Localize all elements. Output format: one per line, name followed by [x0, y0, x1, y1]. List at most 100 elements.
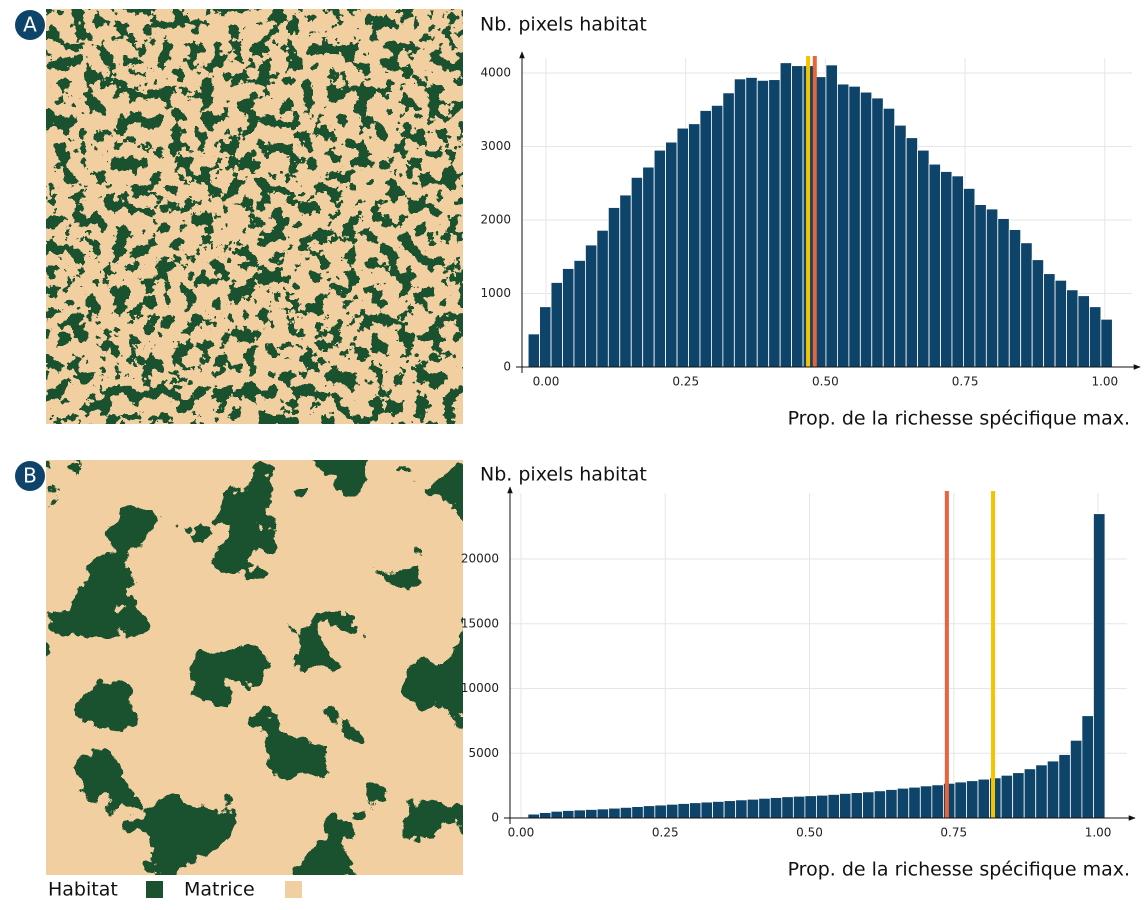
bar — [630, 176, 644, 368]
bar — [758, 797, 771, 819]
bar — [871, 97, 884, 368]
x-axis-title: Prop. de la richesse spécifique max. — [788, 408, 1130, 430]
bar — [781, 796, 794, 819]
legend-label: Matrice — [184, 879, 255, 901]
y-axis-title: Nb. pixels habitat — [480, 464, 647, 486]
bar — [1046, 760, 1060, 819]
bar — [977, 778, 990, 819]
bar — [689, 802, 702, 819]
bar — [700, 801, 713, 819]
panel-badge — [15, 10, 45, 40]
bar — [1069, 739, 1083, 819]
panel-badge — [15, 461, 45, 491]
panel-label: A — [23, 13, 37, 37]
bar — [768, 79, 781, 368]
bar — [585, 244, 598, 368]
bar — [745, 77, 758, 368]
bar — [985, 208, 999, 368]
bar — [653, 149, 667, 368]
bar — [550, 282, 563, 368]
bar — [619, 194, 632, 368]
bar — [1012, 772, 1025, 819]
bar — [931, 784, 944, 819]
bar — [665, 803, 679, 819]
bar — [550, 810, 563, 819]
bar — [712, 801, 725, 819]
bar — [585, 809, 598, 819]
x-tick-label: 0.25 — [652, 826, 679, 840]
bar — [723, 800, 737, 819]
bar — [804, 795, 817, 819]
bar — [966, 780, 979, 819]
x-tick-label: 1.00 — [1085, 826, 1112, 840]
x-axis-title: Prop. de la richesse spécifique max. — [788, 859, 1130, 881]
y-tick-label: 20000 — [461, 552, 499, 566]
bar — [573, 260, 586, 368]
map-b — [46, 460, 463, 875]
bar — [908, 786, 921, 819]
y-tick-label: 3000 — [480, 139, 511, 153]
bar — [527, 813, 540, 819]
bar — [859, 91, 873, 368]
bar — [1077, 295, 1090, 368]
bar — [1066, 289, 1079, 368]
legend-swatch — [285, 881, 302, 898]
bar — [642, 805, 656, 819]
bar — [607, 207, 621, 368]
bar — [963, 188, 976, 368]
bar — [642, 166, 655, 368]
bar — [825, 64, 838, 368]
bar — [711, 104, 724, 368]
bar — [1008, 229, 1022, 368]
map-habitat — [46, 9, 463, 424]
bar — [596, 229, 609, 368]
bar — [1035, 764, 1048, 819]
legend-swatch — [146, 881, 163, 898]
bar — [562, 810, 575, 819]
bar — [631, 806, 644, 819]
bar — [850, 792, 864, 819]
bar — [928, 163, 941, 368]
bar — [1100, 318, 1113, 368]
bar — [951, 175, 964, 368]
x-tick-label: 0.00 — [508, 826, 535, 840]
bar — [940, 171, 953, 368]
x-tick-label: 0.75 — [940, 826, 967, 840]
bar — [539, 306, 552, 368]
bar — [873, 790, 887, 819]
bar — [1031, 259, 1045, 368]
bar — [654, 804, 667, 819]
bar — [792, 795, 806, 819]
x-tick-label: 0.25 — [672, 375, 699, 389]
bar — [722, 92, 735, 368]
bar — [688, 123, 701, 368]
bar — [779, 62, 793, 368]
bar — [1058, 754, 1071, 819]
bar — [837, 83, 850, 368]
x-tick-label: 0.00 — [533, 375, 560, 389]
bar — [862, 791, 875, 819]
bar — [1089, 306, 1102, 368]
bar — [1081, 715, 1094, 819]
bar — [699, 110, 712, 368]
bar — [596, 808, 610, 819]
y-tick-label: 4000 — [480, 66, 511, 80]
bar — [676, 127, 689, 368]
bar — [896, 787, 910, 819]
bar — [954, 781, 967, 819]
bar — [894, 124, 907, 368]
bar — [997, 218, 1010, 368]
y-tick-label: 2000 — [480, 213, 511, 227]
x-tick-label: 0.75 — [952, 375, 979, 389]
y-tick-label: 0 — [503, 360, 511, 374]
map-habitat — [46, 460, 463, 875]
x-tick-label: 0.50 — [796, 826, 823, 840]
bar — [1000, 774, 1014, 819]
bar — [608, 807, 621, 819]
bar — [562, 268, 575, 368]
bar — [905, 137, 919, 368]
bar — [917, 149, 930, 368]
bar — [848, 85, 861, 368]
legend-label: Habitat — [48, 879, 118, 901]
